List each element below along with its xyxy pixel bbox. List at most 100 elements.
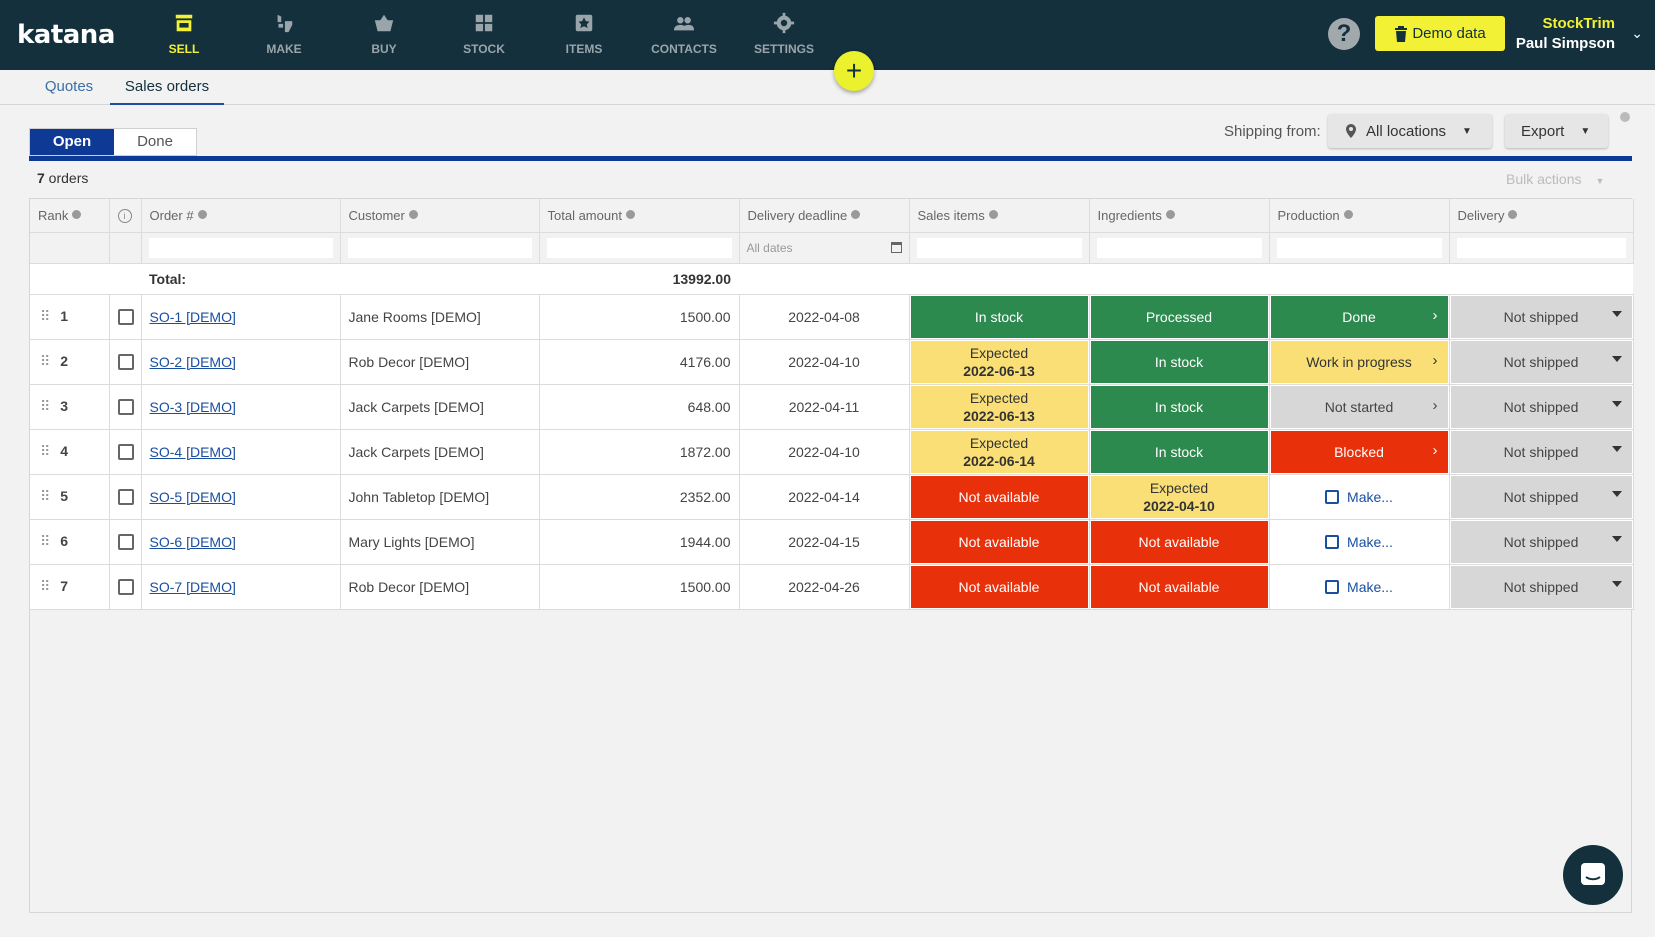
order-cell[interactable]: SO-4 [DEMO]: [141, 429, 341, 475]
select-cell[interactable]: [109, 429, 142, 475]
location-select[interactable]: All locations ▼: [1328, 114, 1492, 148]
sales-status-badge[interactable]: Expected 2022-06-13: [910, 340, 1088, 383]
caret-down-icon[interactable]: [1611, 355, 1622, 362]
select-cell[interactable]: [109, 564, 142, 610]
column-header-total-amount[interactable]: Total amount: [539, 199, 740, 233]
production-status-badge[interactable]: Not started ›: [1270, 385, 1448, 428]
sales-status-badge[interactable]: Expected 2022-06-14: [910, 430, 1088, 473]
sales-status-cell[interactable]: In stock: [909, 294, 1090, 340]
nav-contacts[interactable]: CONTACTS: [634, 0, 734, 70]
rank-cell[interactable]: ⠿ 2: [30, 339, 110, 385]
order-cell[interactable]: SO-7 [DEMO]: [141, 564, 341, 610]
row-checkbox[interactable]: [117, 444, 134, 461]
order-link[interactable]: SO-7 [DEMO]: [149, 578, 236, 595]
column-header-delivery[interactable]: Delivery: [1449, 199, 1634, 233]
rank-cell[interactable]: ⠿ 6: [30, 519, 110, 565]
production-status-cell[interactable]: Make...: [1269, 474, 1450, 520]
tab-quotes[interactable]: Quotes: [44, 78, 94, 95]
nav-sell[interactable]: SELL: [134, 0, 234, 70]
delivery-status-badge[interactable]: Not shipped: [1450, 340, 1632, 383]
info-icon[interactable]: [1343, 209, 1353, 219]
info-icon[interactable]: [851, 209, 861, 219]
table-row[interactable]: ⠿ 7 SO-7 [DEMO] Rob Decor [DEMO] 1500.00 2022…: [30, 564, 1634, 610]
delivery-deadline[interactable]: 2022-04-14: [739, 474, 910, 520]
rank-cell[interactable]: ⠿ 4: [30, 429, 110, 475]
make-button[interactable]: Make...: [1270, 520, 1448, 563]
column-header-delivery-deadline[interactable]: Delivery deadline: [739, 199, 910, 233]
drag-handle-icon[interactable]: ⠿: [40, 308, 51, 324]
order-cell[interactable]: SO-6 [DEMO]: [141, 519, 341, 565]
open-toggle-button[interactable]: Open: [30, 129, 114, 155]
sales-status-cell[interactable]: Expected 2022-06-13: [909, 384, 1090, 430]
drag-handle-icon[interactable]: ⠿: [40, 488, 51, 504]
select-cell[interactable]: [109, 294, 142, 340]
katana-logo[interactable]: katana: [17, 20, 115, 50]
order-cell[interactable]: SO-5 [DEMO]: [141, 474, 341, 520]
drag-handle-icon[interactable]: ⠿: [40, 533, 51, 549]
customer-filter-input[interactable]: [347, 237, 532, 258]
delivery-status-badge[interactable]: Not shipped: [1450, 385, 1632, 428]
production-status-badge[interactable]: Done ›: [1270, 295, 1448, 338]
info-icon[interactable]: [197, 209, 207, 219]
delivery-deadline[interactable]: 2022-04-10: [739, 339, 910, 385]
caret-down-icon[interactable]: [1611, 490, 1622, 497]
column-header-rank[interactable]: Rank: [30, 199, 110, 233]
table-row[interactable]: ⠿ 2 SO-2 [DEMO] Rob Decor [DEMO] 4176.00 2022…: [30, 339, 1634, 385]
production-status-badge[interactable]: Blocked ›: [1270, 430, 1448, 473]
delivery-status-badge[interactable]: Not shipped: [1450, 565, 1632, 608]
sales-status-badge[interactable]: Not available: [910, 520, 1088, 563]
demo-data-button[interactable]: Demo data: [1375, 16, 1505, 51]
chevron-right-icon[interactable]: ›: [1432, 306, 1438, 324]
select-cell[interactable]: [109, 519, 142, 565]
row-checkbox[interactable]: [117, 534, 134, 551]
ingredients-status-cell[interactable]: Not available: [1089, 519, 1270, 565]
column-header-sales-items[interactable]: Sales items: [909, 199, 1090, 233]
table-row[interactable]: ⠿ 6 SO-6 [DEMO] Mary Lights [DEMO] 1944.00 20…: [30, 519, 1634, 565]
delivery-status-cell[interactable]: Not shipped: [1449, 339, 1634, 385]
production-status-cell[interactable]: Not started ›: [1269, 384, 1450, 430]
ingredients-status-badge[interactable]: Not available: [1090, 520, 1268, 563]
delivery-status-cell[interactable]: Not shipped: [1449, 564, 1634, 610]
caret-down-icon[interactable]: [1611, 400, 1622, 407]
bulk-actions-button[interactable]: Bulk actions ▼: [1506, 171, 1604, 187]
select-cell[interactable]: [109, 339, 142, 385]
production-status-cell[interactable]: Make...: [1269, 519, 1450, 565]
sales-status-cell[interactable]: Not available: [909, 519, 1090, 565]
column-header-ingredients[interactable]: Ingredients: [1089, 199, 1270, 233]
caret-down-icon[interactable]: [1611, 580, 1622, 587]
ingredients-status-cell[interactable]: Not available: [1089, 564, 1270, 610]
info-icon[interactable]: [1620, 112, 1630, 122]
sales-status-cell[interactable]: Expected 2022-06-14: [909, 429, 1090, 475]
ingredients-status-badge[interactable]: Not available: [1090, 565, 1268, 608]
chevron-right-icon[interactable]: ›: [1432, 351, 1438, 369]
ingredients-status-cell[interactable]: In stock: [1089, 339, 1270, 385]
delivery-status-badge[interactable]: Not shipped: [1450, 520, 1632, 563]
info-icon[interactable]: [988, 209, 998, 219]
column-header-customer[interactable]: Customer: [340, 199, 540, 233]
sales-status-badge[interactable]: In stock: [910, 295, 1088, 338]
delivery-status-cell[interactable]: Not shipped: [1449, 384, 1634, 430]
delivery-status-cell[interactable]: Not shipped: [1449, 519, 1634, 565]
row-checkbox[interactable]: [117, 309, 134, 326]
chevron-right-icon[interactable]: ›: [1432, 396, 1438, 414]
delivery-deadline[interactable]: 2022-04-11: [739, 384, 910, 430]
ingredients-status-badge[interactable]: Processed: [1090, 295, 1268, 338]
column-header-order[interactable]: Order #: [141, 199, 341, 233]
info-icon[interactable]: [625, 209, 635, 219]
caret-down-icon[interactable]: [1611, 535, 1622, 542]
nav-make[interactable]: MAKE: [234, 0, 334, 70]
rank-cell[interactable]: ⠿ 3: [30, 384, 110, 430]
nav-stock[interactable]: STOCK: [434, 0, 534, 70]
calendar-icon[interactable]: [890, 242, 902, 253]
info-icon[interactable]: [1508, 209, 1518, 219]
delivery-deadline[interactable]: 2022-04-26: [739, 564, 910, 610]
production-status-cell[interactable]: Work in progress ›: [1269, 339, 1450, 385]
table-row[interactable]: ⠿ 5 SO-5 [DEMO] John Tabletop [DEMO] 2352.00…: [30, 474, 1634, 520]
production-status-cell[interactable]: Blocked ›: [1269, 429, 1450, 475]
delivery-deadline[interactable]: 2022-04-10: [739, 429, 910, 475]
production-status-cell[interactable]: Make...: [1269, 564, 1450, 610]
order-link[interactable]: SO-3 [DEMO]: [149, 398, 236, 415]
make-button[interactable]: Make...: [1270, 565, 1448, 608]
sales-items-filter-input[interactable]: [916, 237, 1082, 258]
order-cell[interactable]: SO-3 [DEMO]: [141, 384, 341, 430]
